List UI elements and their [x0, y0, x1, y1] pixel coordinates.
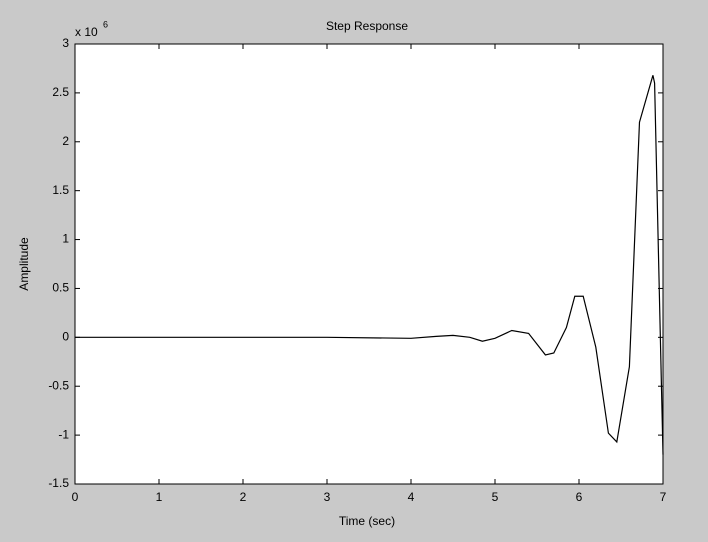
chart-title: Step Response — [326, 19, 408, 33]
x-tick-label: 3 — [324, 490, 331, 504]
x-tick-label: 1 — [156, 490, 163, 504]
y-tick-label: -1.5 — [48, 476, 69, 490]
y-multiplier-exponent: 6 — [103, 19, 108, 29]
x-tick-label: 0 — [72, 490, 79, 504]
y-multiplier: x 10 — [75, 25, 98, 39]
y-tick-label: -0.5 — [48, 378, 69, 392]
y-tick-label: 0.5 — [52, 281, 69, 295]
y-tick-label: 1 — [62, 232, 69, 246]
response-line — [75, 75, 664, 455]
x-tick-label: 4 — [408, 490, 415, 504]
y-tick-label: 3 — [62, 36, 69, 50]
y-tick-label: 2.5 — [52, 85, 69, 99]
x-axis-label: Time (sec) — [339, 514, 395, 528]
plot-area — [74, 43, 664, 485]
y-tick-label: 2 — [62, 134, 69, 148]
x-tick-label: 7 — [660, 490, 667, 504]
y-tick-label: -1 — [58, 427, 69, 441]
y-tick-label: 1.5 — [52, 183, 69, 197]
x-tick-label: 2 — [240, 490, 247, 504]
x-tick-label: 6 — [576, 490, 583, 504]
y-tick-label: 0 — [62, 330, 69, 344]
x-tick-label: 5 — [492, 490, 499, 504]
y-axis-label: Amplitude — [17, 237, 31, 291]
